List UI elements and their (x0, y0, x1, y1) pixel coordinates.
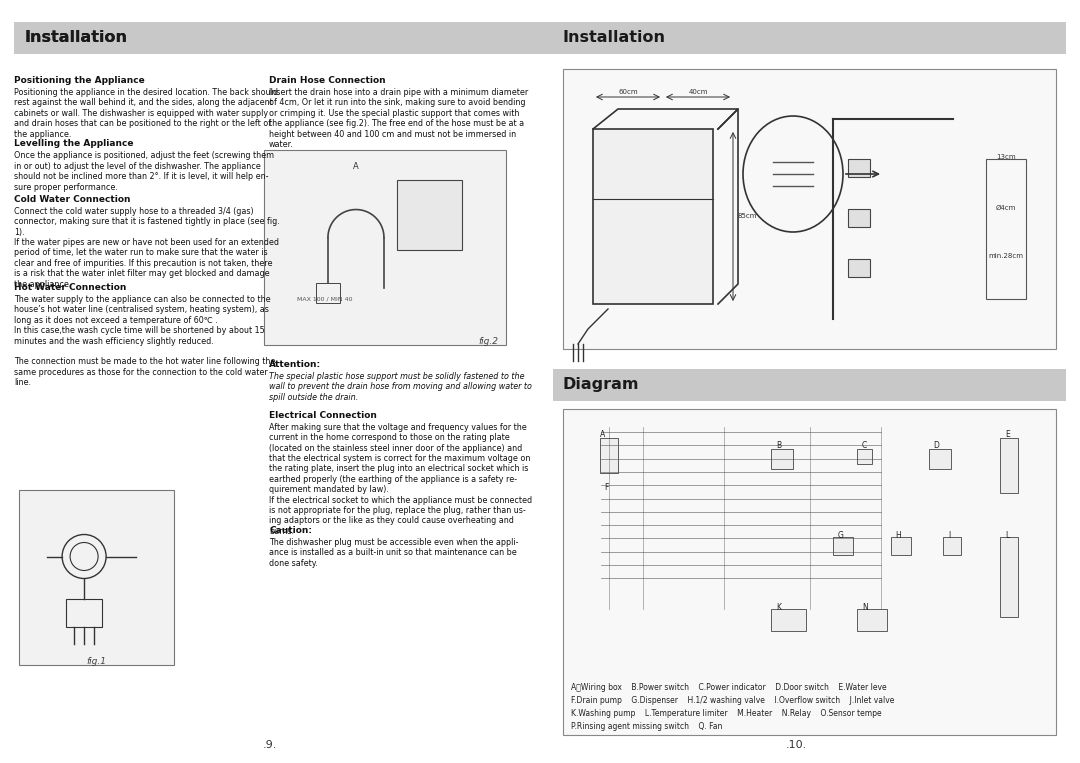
Text: .10.: .10. (786, 740, 807, 750)
Text: 60cm: 60cm (618, 89, 638, 95)
Bar (593, 129, 713, 304)
Bar (929, 449, 950, 469)
Text: fig.2: fig.2 (478, 336, 498, 346)
Bar (14, 22, 769, 54)
Text: Caution:: Caution: (269, 526, 312, 535)
Text: MAX 100 / MIN 40: MAX 100 / MIN 40 (297, 296, 352, 301)
Bar (553, 22, 1066, 54)
Text: Installation: Installation (24, 31, 127, 46)
Text: Positioning the appliance in the desired location. The back should
rest against : Positioning the appliance in the desired… (14, 88, 278, 139)
Bar (848, 209, 870, 227)
Bar (553, 369, 1066, 401)
Text: The water supply to the appliance can also be connected to the
house’s hot water: The water supply to the appliance can al… (14, 295, 275, 388)
Bar (563, 69, 1056, 349)
Text: A: A (599, 430, 605, 439)
Bar (397, 180, 462, 250)
Text: K: K (777, 604, 781, 612)
Bar (834, 536, 853, 555)
Bar (771, 449, 794, 469)
Text: Installation: Installation (24, 31, 127, 46)
Bar (316, 282, 340, 303)
Bar (14, 22, 538, 54)
Text: Installation: Installation (563, 31, 666, 46)
Bar (264, 150, 507, 345)
Text: P.Rinsing agent missing switch    Q. Fan: P.Rinsing agent missing switch Q. Fan (571, 722, 723, 731)
Bar (66, 598, 103, 626)
Bar (599, 438, 618, 473)
Bar (943, 536, 961, 555)
Text: Positioning the Appliance: Positioning the Appliance (14, 76, 145, 85)
Bar (891, 536, 910, 555)
Bar (848, 259, 870, 277)
Bar (986, 159, 1026, 299)
Text: .9.: .9. (262, 740, 278, 750)
Text: 85cm: 85cm (738, 214, 757, 220)
Text: Levelling the Appliance: Levelling the Appliance (14, 140, 134, 149)
Text: L: L (1005, 531, 1010, 540)
Text: Attention:: Attention: (269, 360, 321, 369)
Text: A．Wiring box    B.Power switch    C.Power indicator    D.Door switch    E.Water : A．Wiring box B.Power switch C.Power indi… (571, 683, 887, 692)
Text: Cold Water Connection: Cold Water Connection (14, 195, 131, 204)
Text: K.Washing pump    L.Temperature limiter    M.Heater    N.Relay    O.Sensor tempe: K.Washing pump L.Temperature limiter M.H… (571, 709, 881, 718)
Bar (858, 449, 873, 464)
Bar (848, 159, 870, 177)
Text: Hot Water Connection: Hot Water Connection (14, 283, 126, 292)
Text: min.28cm: min.28cm (988, 253, 1024, 259)
Text: Insert the drain hose into a drain pipe with a minimum diameter
of 4cm, Or let i: Insert the drain hose into a drain pipe … (269, 88, 528, 149)
Text: F: F (605, 484, 609, 492)
Text: Ø4cm: Ø4cm (996, 205, 1016, 211)
Text: Once the appliance is positioned, adjust the feet (screwing them
in or out) to a: Once the appliance is positioned, adjust… (14, 152, 274, 192)
Bar (19, 490, 174, 665)
Text: A: A (353, 162, 359, 171)
Text: The dishwasher plug must be accessible even when the appli-
ance is installed as: The dishwasher plug must be accessible e… (269, 538, 518, 568)
Text: H: H (895, 531, 901, 540)
Text: Diagram: Diagram (563, 378, 639, 392)
Text: E: E (1005, 430, 1010, 439)
Text: I: I (948, 531, 950, 540)
Text: 40cm: 40cm (688, 89, 707, 95)
Text: F.Drain pump    G.Dispenser    H.1/2 washing valve    I.Overflow switch    J.Inl: F.Drain pump G.Dispenser H.1/2 washing v… (571, 696, 894, 705)
Bar (858, 609, 887, 630)
Text: G: G (838, 531, 843, 540)
Text: C: C (862, 441, 867, 450)
Text: N: N (862, 604, 867, 612)
Text: B: B (777, 441, 781, 450)
Text: fig.1: fig.1 (86, 657, 107, 666)
Text: Drain Hose Connection: Drain Hose Connection (269, 76, 386, 85)
Bar (1000, 438, 1018, 494)
Bar (563, 409, 1056, 735)
Text: Connect the cold water supply hose to a threaded 3/4 (gas)
connector, making sur: Connect the cold water supply hose to a … (14, 207, 280, 288)
Bar (771, 609, 807, 630)
Text: After making sure that the voltage and frequency values for the
current in the h: After making sure that the voltage and f… (269, 423, 532, 536)
Bar (1000, 536, 1018, 617)
Text: D: D (933, 441, 940, 450)
Text: 13cm: 13cm (996, 154, 1016, 160)
Text: Electrical Connection: Electrical Connection (269, 410, 377, 420)
Text: The special plastic hose support must be solidly fastened to the
wall to prevent: The special plastic hose support must be… (269, 372, 531, 401)
